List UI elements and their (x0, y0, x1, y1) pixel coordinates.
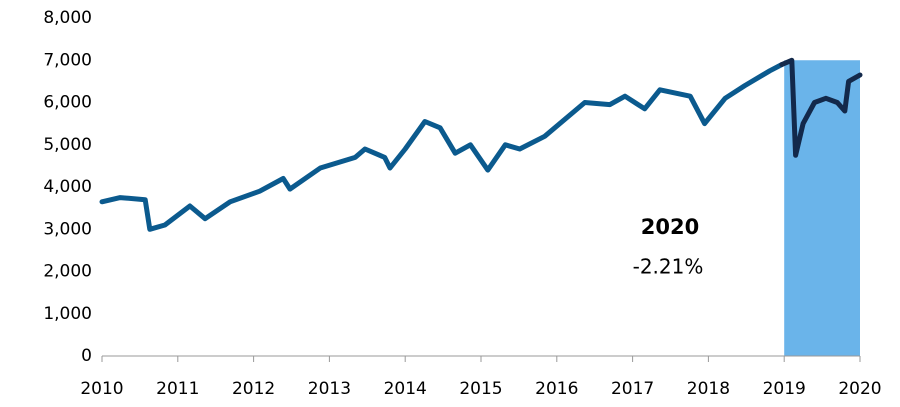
y-tick-label: 7,000 (43, 50, 92, 70)
x-tick-label: 2019 (763, 379, 806, 399)
line-series (779, 57, 863, 158)
x-tick-label: 2013 (308, 379, 351, 399)
y-tick-label: 2,000 (43, 262, 92, 282)
y-tick-label: 6,000 (43, 93, 92, 113)
x-tick-label: 2015 (459, 379, 502, 399)
x-tick-label: 2010 (80, 379, 123, 399)
x-tick-label: 2017 (611, 379, 654, 399)
y-tick-label: 8,000 (43, 8, 92, 28)
annotation-change: -2.21% (633, 255, 704, 279)
x-tick-label: 2016 (535, 379, 578, 399)
line-series (99, 62, 785, 232)
x-tick-label: 2012 (232, 379, 275, 399)
y-tick-label: 1,000 (43, 304, 92, 324)
y-tick-label: 3,000 (43, 219, 92, 239)
annotation-year: 2020 (641, 215, 699, 239)
y-tick-label: 0 (81, 346, 92, 366)
x-tick-label: 2014 (384, 379, 427, 399)
y-tick-label: 5,000 (43, 135, 92, 155)
y-tick-label: 4,000 (43, 177, 92, 197)
x-tick-label: 2018 (687, 379, 730, 399)
x-tick-label: 2011 (156, 379, 199, 399)
x-tick-label: 2020 (838, 379, 881, 399)
